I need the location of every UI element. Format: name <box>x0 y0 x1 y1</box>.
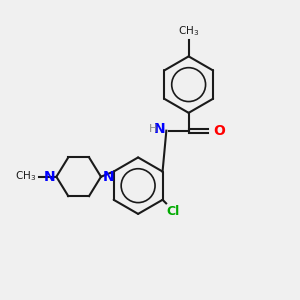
Text: Cl: Cl <box>166 205 179 218</box>
Text: N: N <box>102 170 114 184</box>
Text: CH$_3$: CH$_3$ <box>15 169 36 183</box>
Text: O: O <box>213 124 225 138</box>
Text: CH$_3$: CH$_3$ <box>178 24 199 38</box>
Text: N: N <box>43 170 55 184</box>
Text: H: H <box>149 124 158 134</box>
Text: N: N <box>154 122 166 136</box>
